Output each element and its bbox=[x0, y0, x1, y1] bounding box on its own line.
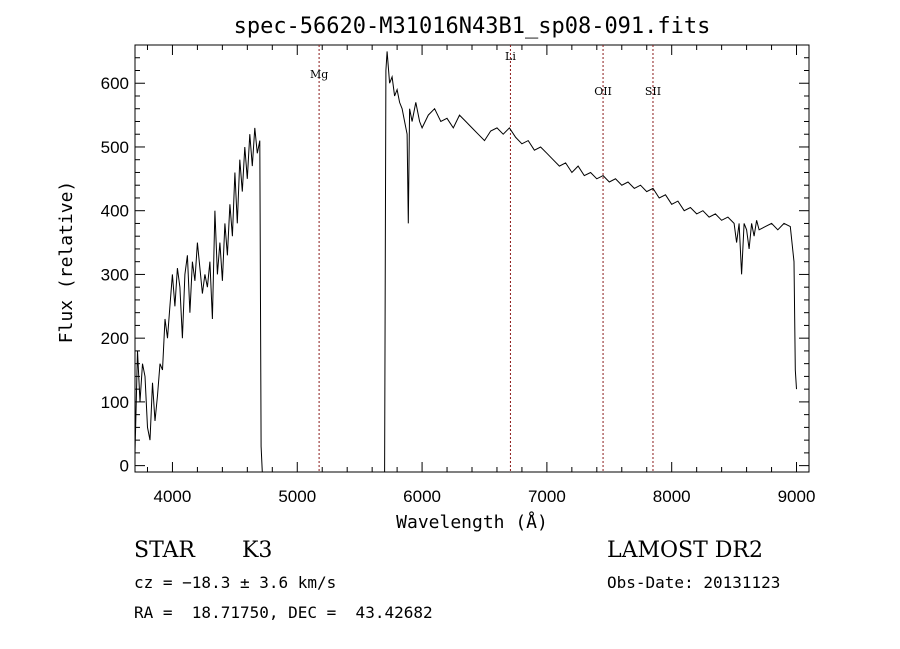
spectrum-line-0 bbox=[134, 51, 797, 473]
y-axis-ticks: 0 100 200 300 400 500 600 bbox=[101, 57, 809, 476]
x-tick-label: 5000 bbox=[278, 487, 316, 506]
x-tick-label: 9000 bbox=[778, 487, 816, 506]
redshift-readout: cz = −18.3 ± 3.6 km/s bbox=[134, 573, 337, 592]
chart-title: spec-56620-M31016N43B1_sp08-091.fits bbox=[234, 14, 711, 39]
x-axis-ticks: 4000 5000 6000 7000 8000 9000 bbox=[146, 45, 816, 506]
x-tick-label: 8000 bbox=[653, 487, 691, 506]
x-tick-label: 4000 bbox=[154, 487, 192, 506]
marker-label-oii: OII bbox=[594, 85, 612, 98]
observation-date: Obs-Date: 20131123 bbox=[607, 573, 781, 592]
y-tick-label: 600 bbox=[101, 74, 129, 93]
survey-label: LAMOST DR2 bbox=[607, 538, 763, 563]
subclass-label: K3 bbox=[242, 538, 273, 563]
x-tick-label: 7000 bbox=[528, 487, 566, 506]
y-tick-label: 500 bbox=[101, 138, 129, 157]
marker-lines: Mg Li OII SII bbox=[310, 45, 661, 472]
marker-label-mg: Mg bbox=[310, 68, 328, 81]
y-tick-label: 400 bbox=[101, 202, 129, 221]
y-tick-label: 100 bbox=[101, 393, 129, 412]
class-label: STAR bbox=[134, 538, 195, 563]
y-tick-label: 0 bbox=[120, 457, 129, 476]
x-axis-label: Wavelength (Å) bbox=[396, 511, 548, 533]
y-tick-label: 200 bbox=[101, 329, 129, 348]
y-axis-label: Flux (relative) bbox=[56, 181, 77, 344]
marker-label-sii: SII bbox=[645, 85, 661, 98]
marker-label-li: Li bbox=[505, 50, 516, 63]
spectrum-series bbox=[134, 51, 797, 473]
y-tick-label: 300 bbox=[101, 265, 129, 284]
coordinates-readout: RA = 18.71750, DEC = 43.42682 bbox=[134, 603, 433, 622]
plot-frame bbox=[134, 44, 810, 473]
x-tick-label: 6000 bbox=[403, 487, 441, 506]
